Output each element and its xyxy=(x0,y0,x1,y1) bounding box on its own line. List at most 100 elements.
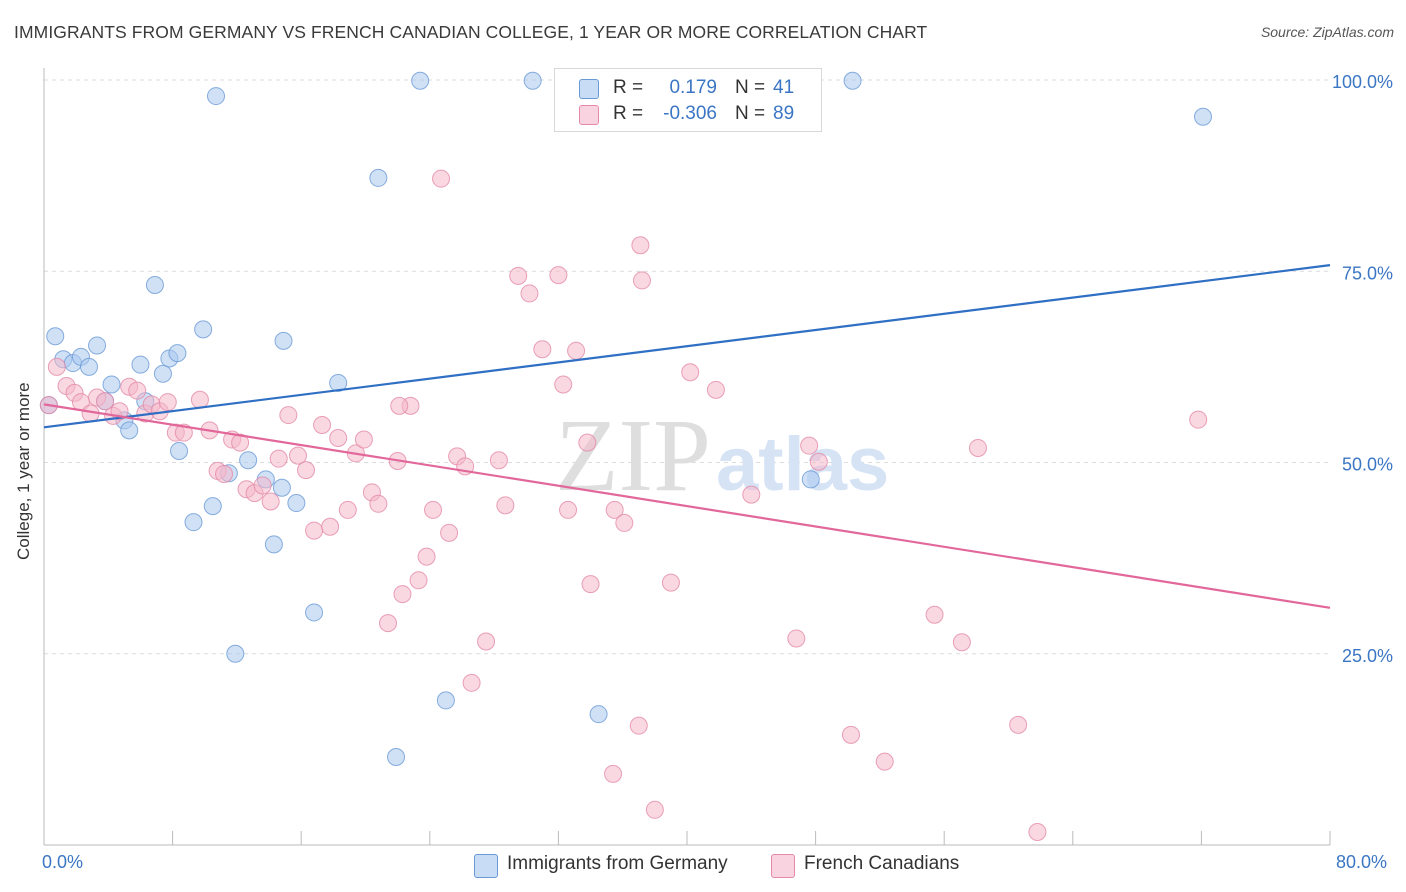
data-point xyxy=(589,705,608,724)
data-point xyxy=(329,373,348,392)
data-point xyxy=(604,764,623,783)
data-point xyxy=(629,716,648,735)
data-point xyxy=(145,276,164,295)
x-tick-label-max: 80.0% xyxy=(1336,852,1388,872)
data-point xyxy=(440,523,459,542)
data-point xyxy=(190,390,209,409)
data-point xyxy=(305,603,324,622)
data-point xyxy=(549,266,568,285)
data-point xyxy=(264,535,283,554)
data-point xyxy=(158,393,177,412)
data-point xyxy=(787,629,806,648)
bottom-legend-swatch-germany xyxy=(474,854,498,878)
data-point xyxy=(272,478,291,497)
data-point xyxy=(533,340,552,359)
data-point xyxy=(329,429,348,448)
data-point xyxy=(520,284,539,303)
data-point xyxy=(269,449,288,468)
legend-swatch-french-canadians xyxy=(579,105,599,125)
data-point xyxy=(1194,107,1213,126)
data-point xyxy=(615,513,634,532)
y-tick-label: 50.0% xyxy=(1342,455,1393,475)
data-point xyxy=(170,442,189,461)
data-point xyxy=(843,71,862,90)
legend-row-germany: R = 0.179 N = 41 xyxy=(555,75,821,101)
data-point xyxy=(1009,715,1028,734)
data-point xyxy=(226,644,245,663)
data-point xyxy=(47,357,66,376)
data-point xyxy=(261,492,280,511)
data-point xyxy=(645,800,664,819)
data-point xyxy=(279,406,298,425)
bottom-legend-swatch-french-canadians xyxy=(771,854,795,878)
data-point xyxy=(496,496,515,515)
data-point xyxy=(88,336,107,355)
data-point xyxy=(274,331,293,350)
y-tick-label: 75.0% xyxy=(1342,263,1393,283)
data-point xyxy=(559,500,578,519)
data-point xyxy=(462,673,481,692)
watermark-zip: ZIP xyxy=(555,398,711,513)
axes xyxy=(43,68,1331,846)
data-point xyxy=(313,416,332,435)
data-point xyxy=(128,381,147,400)
data-point xyxy=(194,320,213,339)
tick-labels: 25.0% 50.0% 75.0% 100.0% xyxy=(1332,72,1393,666)
data-point xyxy=(231,433,250,452)
y-tick-label: 100.0% xyxy=(1332,72,1393,92)
y-tick-label: 25.0% xyxy=(1342,646,1393,666)
bottom-legend-label-french-canadians: French Canadians xyxy=(804,853,960,874)
data-point xyxy=(102,375,121,394)
data-point xyxy=(632,271,651,290)
data-point xyxy=(952,633,971,652)
data-point xyxy=(809,452,828,471)
legend-n-label: N = xyxy=(735,103,766,124)
data-point xyxy=(661,573,680,592)
data-point xyxy=(409,571,428,590)
legend-row-french-canadians: R = -0.306 N = 89 xyxy=(555,101,821,127)
data-point xyxy=(605,500,624,519)
data-point xyxy=(801,470,820,489)
data-point xyxy=(387,748,406,767)
data-point xyxy=(509,266,528,285)
watermark-atlas: atlas xyxy=(716,422,889,507)
data-point xyxy=(369,494,388,513)
y-axis-label: College, 1 year or more xyxy=(14,382,33,560)
data-point xyxy=(379,614,398,633)
data-point xyxy=(968,438,987,457)
data-point xyxy=(168,344,187,363)
data-point xyxy=(390,396,409,415)
data-point xyxy=(288,446,307,465)
data-point xyxy=(153,364,172,383)
data-point xyxy=(489,451,508,470)
correlation-legend: R = 0.179 N = 41 R = -0.306 N = 89 xyxy=(554,68,822,132)
data-point xyxy=(681,363,700,382)
trend-line xyxy=(43,403,1331,609)
data-point xyxy=(369,168,388,187)
data-point xyxy=(706,380,725,399)
data-point xyxy=(46,327,65,346)
legend-n-value: 89 xyxy=(773,103,795,124)
data-point xyxy=(631,236,650,255)
data-point xyxy=(321,517,340,536)
data-point xyxy=(841,725,860,744)
trend-line xyxy=(43,264,1331,429)
legend-r-value: -0.306 xyxy=(663,103,717,124)
data-point xyxy=(1028,822,1047,841)
data-point xyxy=(184,513,203,532)
data-point xyxy=(174,423,193,442)
data-point xyxy=(800,436,819,455)
data-point xyxy=(875,752,894,771)
x-tick-label-min: 0.0% xyxy=(42,852,84,872)
data-point xyxy=(742,485,761,504)
data-point xyxy=(207,87,226,106)
legend-r-label: R = xyxy=(613,103,644,124)
data-point xyxy=(253,476,272,495)
data-point xyxy=(424,500,443,519)
data-point xyxy=(287,494,306,513)
data-point xyxy=(432,169,451,188)
legend-r-value: 0.179 xyxy=(669,77,717,98)
chart-title: IMMIGRANTS FROM GERMANY VS FRENCH CANADI… xyxy=(14,22,928,42)
legend-r-label: R = xyxy=(613,77,644,98)
data-point xyxy=(581,575,600,594)
